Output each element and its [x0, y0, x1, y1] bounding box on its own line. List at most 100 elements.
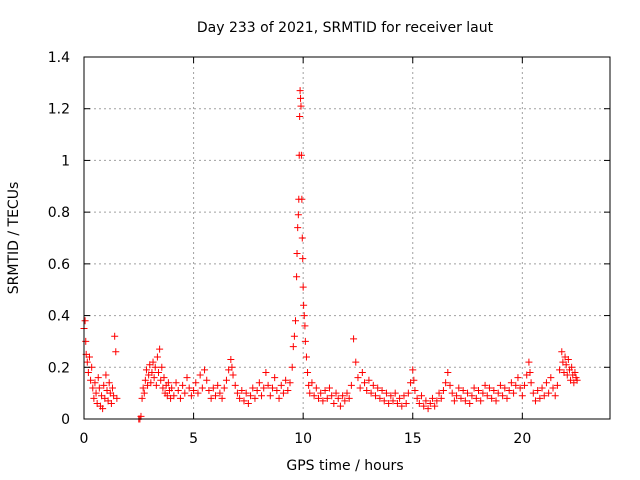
data-point	[332, 389, 340, 397]
data-point	[156, 345, 164, 353]
data-point	[534, 387, 542, 395]
data-point	[147, 379, 155, 387]
data-point	[205, 387, 213, 395]
data-point	[501, 384, 509, 392]
x-tick-label: 20	[513, 431, 531, 447]
data-point	[354, 374, 362, 382]
data-point	[284, 387, 292, 395]
data-point	[151, 363, 159, 371]
data-point	[148, 368, 156, 376]
data-point	[568, 363, 576, 371]
data-point	[345, 394, 353, 402]
data-point	[112, 348, 120, 356]
data-point	[542, 379, 550, 387]
data-point	[496, 381, 504, 389]
data-point	[540, 392, 548, 400]
data-point	[279, 389, 287, 397]
data-point	[155, 368, 163, 376]
data-point	[376, 394, 384, 402]
data-point	[95, 384, 103, 392]
data-point	[350, 335, 358, 343]
data-point	[435, 389, 443, 397]
data-point	[422, 397, 430, 405]
data-point	[84, 368, 92, 376]
data-point	[358, 368, 366, 376]
data-point	[299, 255, 307, 263]
data-point	[105, 379, 113, 387]
data-point	[573, 376, 581, 384]
data-point	[282, 376, 290, 384]
data-point	[160, 374, 168, 382]
data-point	[293, 250, 301, 258]
data-point	[150, 374, 158, 382]
data-point	[356, 384, 364, 392]
data-point	[296, 87, 304, 95]
data-point	[512, 381, 520, 389]
data-point	[571, 368, 579, 376]
data-point	[258, 392, 266, 400]
data-point	[391, 389, 399, 397]
data-point	[404, 389, 412, 397]
data-point	[185, 384, 193, 392]
data-point	[262, 368, 270, 376]
data-point	[203, 376, 211, 384]
data-point	[317, 389, 325, 397]
data-point	[334, 394, 342, 402]
data-point	[413, 394, 421, 402]
data-point	[507, 379, 515, 387]
data-point	[481, 381, 489, 389]
data-point	[527, 379, 535, 387]
data-point	[547, 374, 555, 382]
data-point	[238, 387, 246, 395]
data-point	[236, 394, 244, 402]
data-points	[80, 87, 581, 423]
data-point	[108, 384, 116, 392]
data-point	[387, 392, 395, 400]
data-point	[91, 379, 99, 387]
data-point	[363, 387, 371, 395]
data-point	[214, 381, 222, 389]
data-point	[90, 394, 98, 402]
data-point	[409, 366, 417, 374]
data-point	[477, 397, 485, 405]
data-point	[439, 387, 447, 395]
data-point	[437, 394, 445, 402]
data-point	[396, 394, 404, 402]
y-tick-label: 1.4	[48, 50, 70, 66]
data-point	[531, 397, 539, 405]
data-point	[490, 387, 498, 395]
data-point	[172, 379, 180, 387]
data-point	[420, 402, 428, 410]
data-point	[242, 389, 250, 397]
data-point	[82, 337, 90, 345]
data-point	[352, 358, 360, 366]
data-point	[518, 392, 526, 400]
data-point	[94, 374, 102, 382]
data-point	[411, 387, 419, 395]
data-point	[266, 392, 274, 400]
grid-layer	[84, 57, 610, 419]
data-point	[194, 389, 202, 397]
data-point	[393, 399, 401, 407]
data-point	[475, 387, 482, 395]
data-point	[499, 392, 507, 400]
data-point	[321, 387, 329, 395]
data-point	[538, 384, 546, 392]
data-point	[179, 381, 187, 389]
data-point	[323, 394, 331, 402]
data-point	[297, 151, 305, 159]
data-point	[228, 363, 236, 371]
data-point	[183, 374, 191, 382]
data-point	[339, 392, 347, 400]
data-point	[343, 389, 351, 397]
data-point	[450, 397, 458, 405]
data-point	[231, 381, 239, 389]
data-point	[176, 394, 184, 402]
data-point	[139, 384, 147, 392]
data-point	[385, 399, 393, 407]
data-point	[158, 363, 166, 371]
data-point	[290, 332, 298, 340]
data-point	[138, 394, 146, 402]
data-point	[89, 384, 97, 392]
data-point	[300, 301, 308, 309]
